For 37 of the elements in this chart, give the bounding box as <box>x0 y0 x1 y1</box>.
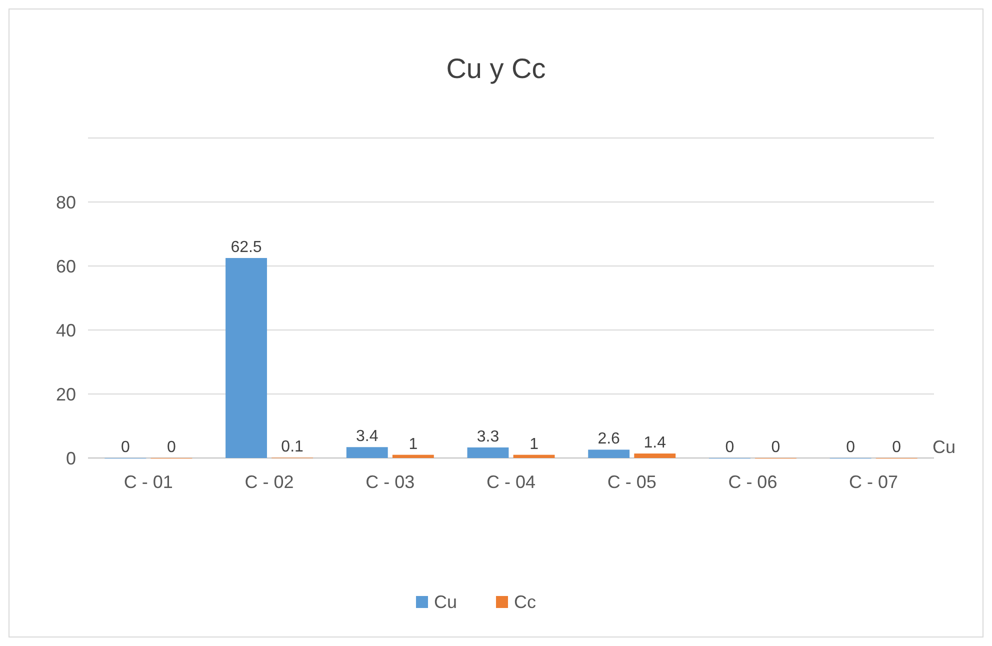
data-label: 0.1 <box>281 438 304 456</box>
x-tick-label: C - 07 <box>849 472 898 492</box>
x-tick-label: C - 06 <box>728 472 778 492</box>
data-label: 1 <box>408 436 418 453</box>
data-label: 0 <box>846 439 856 456</box>
x-tick-label: C - 05 <box>607 472 656 492</box>
bar <box>467 447 509 458</box>
x-tick-label: C - 02 <box>244 472 294 492</box>
bar <box>346 447 388 458</box>
data-label: 62.5 <box>230 239 262 256</box>
data-label: 1.4 <box>644 434 666 452</box>
annotation: Cu <box>932 437 956 457</box>
data-label: 0 <box>892 439 902 456</box>
data-label: 0 <box>166 439 176 456</box>
y-tick-label: 40 <box>56 320 76 340</box>
data-label: 2.6 <box>598 430 620 448</box>
data-label: 0 <box>120 439 130 456</box>
chart-title: Cu y Cc <box>446 53 546 84</box>
x-tick-label: C - 01 <box>124 472 173 492</box>
y-tick-label: 60 <box>56 256 76 276</box>
y-tick-label: 20 <box>56 384 76 404</box>
bar <box>226 258 267 458</box>
bar <box>588 450 630 458</box>
legend-label: Cu <box>434 592 458 612</box>
bar <box>513 454 555 458</box>
data-label: 1 <box>530 436 539 453</box>
data-label: 3.3 <box>476 428 500 446</box>
legend-label: Cc <box>514 592 536 612</box>
data-label: 3.4 <box>356 428 378 446</box>
x-tick-label: C - 04 <box>486 472 536 492</box>
data-label: 0 <box>771 439 780 456</box>
data-label: 0 <box>725 439 734 456</box>
y-tick-label: 0 <box>66 448 76 468</box>
x-tick-label: C - 03 <box>366 472 415 492</box>
y-tick-label: 80 <box>56 192 76 212</box>
bar <box>392 454 434 458</box>
bar <box>634 454 676 458</box>
